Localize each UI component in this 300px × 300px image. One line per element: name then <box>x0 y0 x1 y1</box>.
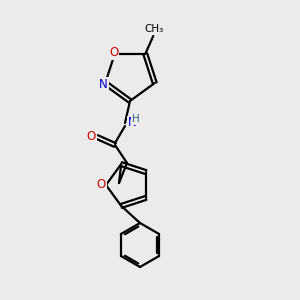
Text: N: N <box>128 116 137 130</box>
Text: CH₃: CH₃ <box>145 24 164 34</box>
Text: H: H <box>132 114 140 124</box>
Text: O: O <box>109 46 118 59</box>
Text: O: O <box>96 178 106 191</box>
Text: N: N <box>99 77 108 91</box>
Text: O: O <box>86 130 96 142</box>
